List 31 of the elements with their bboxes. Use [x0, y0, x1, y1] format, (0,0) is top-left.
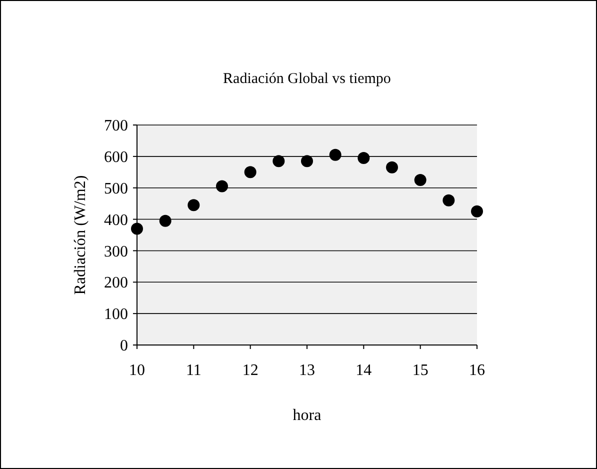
y-tick-label: 700 [104, 118, 128, 135]
x-tick-label: 13 [299, 362, 315, 379]
x-tick-label: 16 [469, 362, 485, 379]
point [244, 166, 256, 178]
point [159, 214, 172, 227]
y-tick-label: 300 [104, 243, 128, 260]
point [329, 148, 342, 161]
x-tick-label: 10 [129, 362, 145, 379]
point [471, 205, 483, 218]
x-tick-label: 15 [412, 362, 428, 379]
y-tick-label: 400 [104, 212, 128, 229]
point [216, 180, 228, 192]
x-axis-title: hora [292, 407, 322, 424]
point [358, 152, 370, 164]
x-tick-label: 12 [242, 362, 258, 379]
chart-title: Radiación Global vs tiempo [223, 71, 391, 87]
y-tick-label: 0 [120, 338, 128, 355]
y-tick-label: 200 [104, 274, 128, 292]
point [301, 155, 313, 168]
point [188, 199, 200, 212]
y-axis-title: Radiación (W/m2) [72, 175, 89, 295]
y-tick-label: 100 [104, 306, 128, 324]
x-tick-label: 11 [186, 362, 202, 379]
y-tick-label: 500 [104, 180, 128, 198]
x-tick-label: 14 [356, 362, 372, 379]
y-tick-label: 600 [104, 149, 128, 166]
point [442, 194, 455, 206]
point [272, 155, 285, 168]
point [414, 174, 426, 186]
point [131, 222, 143, 235]
point [386, 161, 398, 174]
